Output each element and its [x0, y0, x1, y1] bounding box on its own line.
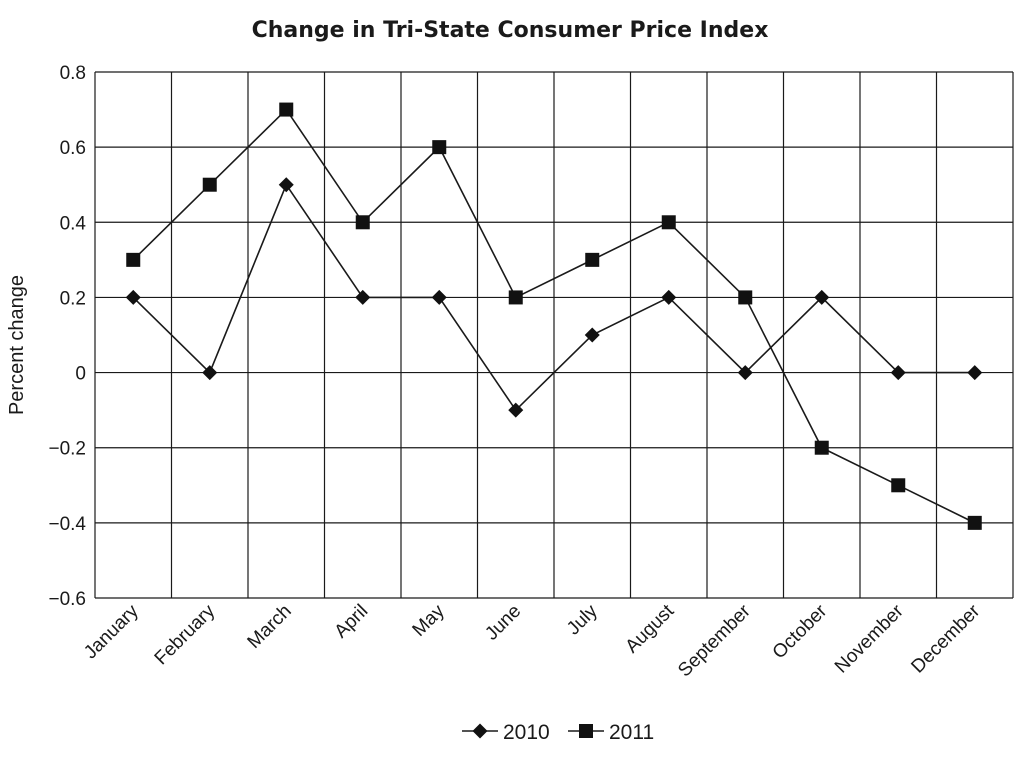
data-point-2011 — [738, 290, 753, 305]
x-tick-label: December — [907, 600, 984, 677]
data-point-2010 — [584, 327, 600, 343]
data-point-2011 — [126, 252, 141, 267]
data-point-2011 — [891, 478, 906, 493]
data-point-2011 — [508, 290, 523, 305]
series-line-2010 — [132, 183, 975, 412]
chart-title: Change in Tri-State Consumer Price Index — [252, 18, 769, 43]
y-tick-label: −0.2 — [48, 439, 86, 460]
x-tick-label: February — [151, 600, 220, 669]
legend-label-2010: 2010 — [503, 721, 550, 744]
y-tick-label: 0.4 — [60, 213, 87, 234]
data-point-2010 — [202, 365, 218, 381]
x-tick-label: March — [244, 601, 296, 653]
legend-label-2011: 2011 — [609, 721, 654, 744]
y-tick-label: −0.4 — [48, 514, 86, 535]
data-point-2011 — [967, 515, 982, 530]
legend-marker-2010 — [472, 723, 488, 739]
data-point-2011 — [814, 440, 829, 455]
data-point-2010 — [890, 365, 906, 381]
data-point-2011 — [585, 252, 600, 267]
x-tick-label: April — [331, 601, 373, 643]
x-tick-label: June — [481, 601, 525, 645]
data-point-2011 — [279, 102, 294, 117]
x-tick-label: October — [769, 600, 832, 663]
data-point-2010 — [814, 289, 830, 305]
data-point-2011 — [661, 215, 676, 230]
y-tick-label: −0.6 — [48, 589, 86, 610]
data-point-2010 — [737, 365, 753, 381]
y-tick-label: 0.6 — [60, 138, 86, 159]
y-tick-label: 0 — [75, 364, 86, 385]
data-point-2011 — [202, 177, 217, 192]
series-line-2011 — [132, 108, 976, 524]
data-point-2011 — [432, 140, 447, 155]
legend-marker-2011 — [579, 724, 593, 738]
data-point-2010 — [355, 289, 371, 305]
x-tick-label: May — [409, 600, 450, 641]
y-axis-label: Percent change — [6, 275, 28, 415]
data-point-2010 — [278, 177, 294, 193]
x-tick-label: November — [831, 600, 908, 677]
data-point-2010 — [508, 402, 524, 418]
y-tick-label: 0.8 — [60, 63, 86, 84]
x-tick-label: January — [80, 600, 143, 663]
data-point-2010 — [431, 289, 447, 305]
x-tick-label: July — [563, 600, 602, 639]
y-tick-label: 0.2 — [60, 288, 86, 309]
x-tick-label: September — [674, 600, 755, 681]
data-point-2010 — [967, 365, 983, 381]
legend: 2010 2011 — [462, 721, 654, 744]
data-point-2010 — [125, 289, 141, 305]
data-point-2011 — [355, 215, 370, 230]
x-tick-label: August — [622, 600, 679, 657]
data-point-2010 — [661, 289, 677, 305]
